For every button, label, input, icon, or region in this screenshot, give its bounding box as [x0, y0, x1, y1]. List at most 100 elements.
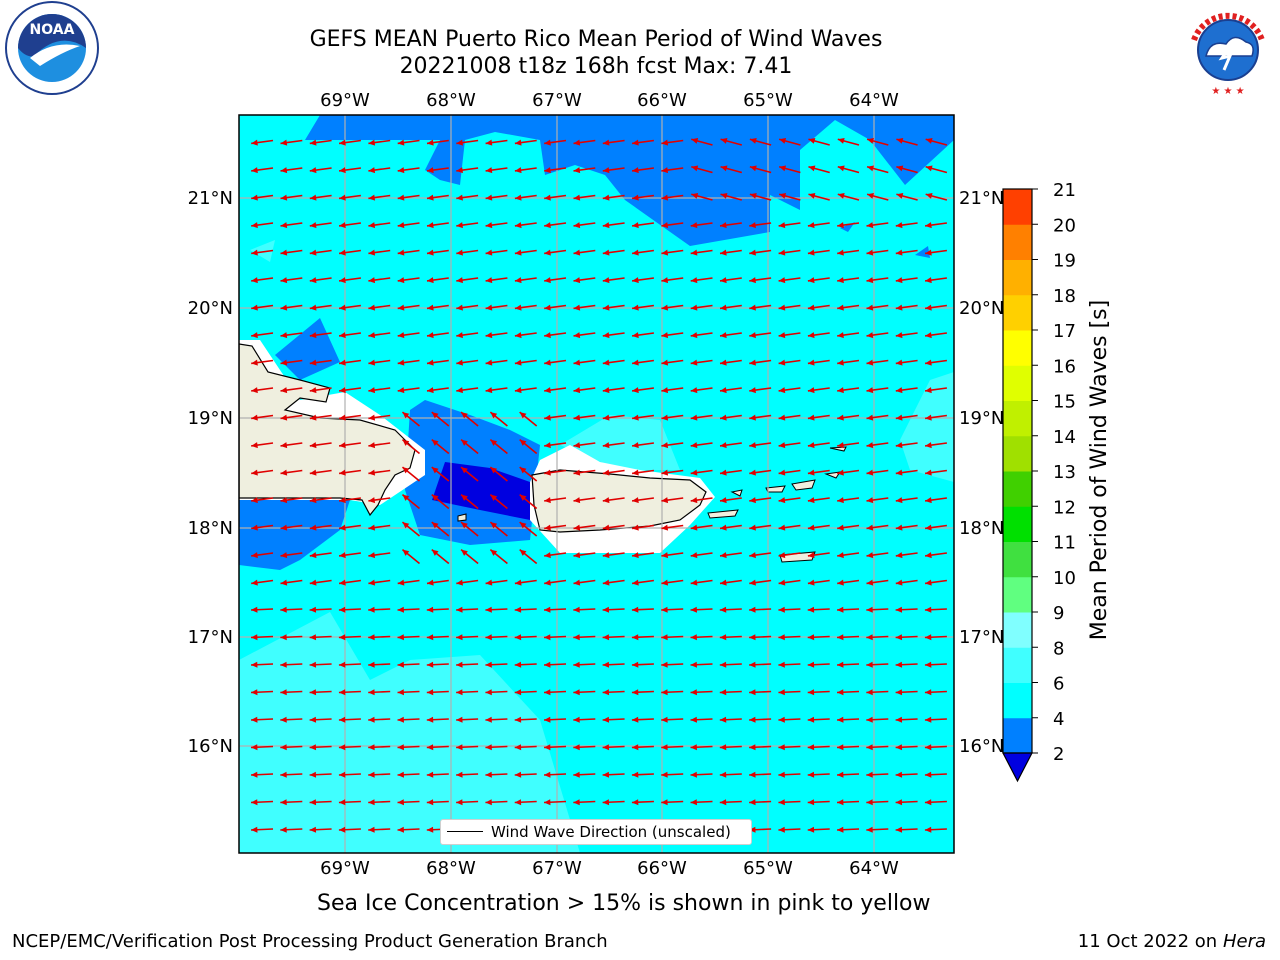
wind-wave-arrow — [866, 359, 889, 366]
colorbar-segment — [1003, 682, 1032, 719]
lat-label: 20°N — [959, 298, 1004, 319]
wind-wave-arrow — [460, 438, 479, 455]
wind-wave-arrow — [338, 689, 361, 696]
wind-wave-arrow — [631, 414, 655, 421]
wind-wave-arrow — [778, 634, 801, 641]
wind-wave-arrow — [661, 359, 684, 366]
wind-wave-arrow — [749, 689, 772, 696]
wind-wave-arrow — [456, 579, 479, 586]
wind-wave-arrow — [460, 521, 479, 537]
wind-wave-arrow — [543, 634, 567, 641]
wind-wave-arrow — [401, 411, 421, 427]
wind-wave-arrow — [895, 249, 918, 256]
wind-wave-arrow — [280, 552, 303, 559]
wind-wave-arrow — [338, 497, 362, 504]
wind-wave-arrow — [895, 332, 918, 339]
wind-wave-arrow — [690, 469, 713, 476]
wind-wave-arrow — [338, 387, 362, 394]
wind-wave-arrow — [661, 799, 684, 806]
wind-wave-arrow — [778, 661, 801, 668]
wind-wave-arrow — [251, 387, 274, 394]
colorbar: 2 4 6 8 9 10 11 12 13 14 15 16 17 18 19 20 21 — [1002, 180, 1076, 783]
wind-wave-arrow — [602, 332, 625, 339]
wind-wave-arrow — [280, 771, 303, 778]
wind-wave-arrow — [573, 194, 596, 201]
wind-wave-arrow — [573, 771, 596, 778]
wind-wave-arrow — [807, 771, 830, 778]
wind-wave-arrow — [924, 249, 948, 256]
wind-wave-arrow — [309, 442, 332, 449]
wind-wave-arrow — [280, 139, 303, 146]
wind-wave-arrow — [749, 524, 772, 531]
wind-wave-arrow — [602, 579, 625, 586]
wind-wave-arrow — [778, 165, 801, 174]
wind-wave-arrow — [749, 387, 772, 394]
wind-wave-arrow — [837, 304, 860, 311]
wind-wave-arrow — [661, 606, 684, 613]
wind-wave-arrow — [837, 497, 860, 504]
period-band-2-4-north — [305, 115, 954, 246]
wind-wave-arrow — [749, 497, 772, 504]
wind-wave-arrow — [250, 689, 274, 696]
wind-wave-arrow — [924, 552, 948, 559]
wind-wave-arrow — [309, 139, 332, 146]
wind-wave-arrow — [573, 799, 596, 806]
wind-wave-arrow — [807, 579, 830, 586]
wind-wave-arrow — [514, 771, 537, 778]
wind-wave-arrow — [836, 661, 860, 668]
land-culebra — [730, 489, 743, 497]
wind-wave-arrow — [690, 442, 713, 449]
lat-label: 18°N — [959, 518, 1004, 539]
wind-wave-arrow — [250, 799, 274, 806]
wind-wave-arrow — [807, 414, 830, 421]
wind-wave-arrow — [338, 552, 362, 559]
wind-wave-arrow — [368, 689, 391, 696]
wind-wave-arrow — [309, 744, 332, 751]
wind-wave-arrow — [837, 414, 860, 421]
wind-wave-arrow — [309, 661, 332, 668]
wind-wave-arrow — [309, 524, 332, 531]
lat-labels-left: 21°N 20°N 19°N 18°N 17°N 16°N — [188, 188, 233, 757]
wind-wave-arrow — [309, 304, 332, 311]
wind-wave-arrow — [573, 167, 596, 174]
wind-wave-arrow — [280, 387, 303, 394]
wind-wave-arrow — [280, 497, 303, 504]
wind-wave-arrow — [749, 192, 772, 201]
wind-wave-arrow — [631, 524, 655, 531]
wind-wave-arrow — [573, 497, 596, 504]
wind-wave-arrow — [573, 414, 596, 421]
wind-wave-arrow — [514, 359, 537, 366]
wind-wave-arrow — [460, 548, 479, 565]
wind-wave-arrow — [778, 359, 801, 366]
wind-wave-arrow — [573, 442, 596, 449]
wind-wave-arrow — [485, 304, 508, 311]
wind-wave-arrow — [602, 249, 625, 256]
wind-wave-arrow — [544, 497, 567, 504]
wind-wave-arrow — [778, 579, 801, 586]
wind-wave-arrow — [514, 634, 537, 641]
wind-wave-arrow — [866, 332, 889, 339]
colorbar-tick-label: 12 — [1053, 497, 1076, 518]
wind-wave-arrow — [602, 469, 625, 476]
wind-wave-arrow — [397, 661, 420, 668]
wind-wave-arrow — [397, 277, 420, 284]
colorbar-tick-label: 20 — [1053, 215, 1076, 236]
wind-wave-arrow — [924, 387, 948, 394]
wind-wave-arrow — [807, 744, 830, 751]
wind-wave-arrow — [690, 634, 713, 641]
wind-wave-arrow — [602, 524, 625, 531]
colorbar-tick-label: 18 — [1053, 286, 1076, 307]
wind-wave-arrow — [338, 277, 362, 284]
wind-wave-arrow — [280, 524, 303, 531]
wind-wave-arrow — [368, 222, 391, 229]
wind-wave-arrow — [866, 165, 889, 174]
wind-wave-arrow — [778, 332, 801, 339]
wind-wave-arrow — [866, 442, 889, 449]
colorbar-tick-label: 13 — [1053, 462, 1076, 483]
wind-wave-arrow — [602, 799, 625, 806]
wind-wave-arrow — [426, 634, 449, 641]
wind-wave-arrow — [895, 606, 918, 613]
wind-wave-arrow — [690, 277, 713, 284]
wind-wave-arrow — [338, 414, 362, 421]
wind-wave-arrow — [836, 606, 860, 613]
